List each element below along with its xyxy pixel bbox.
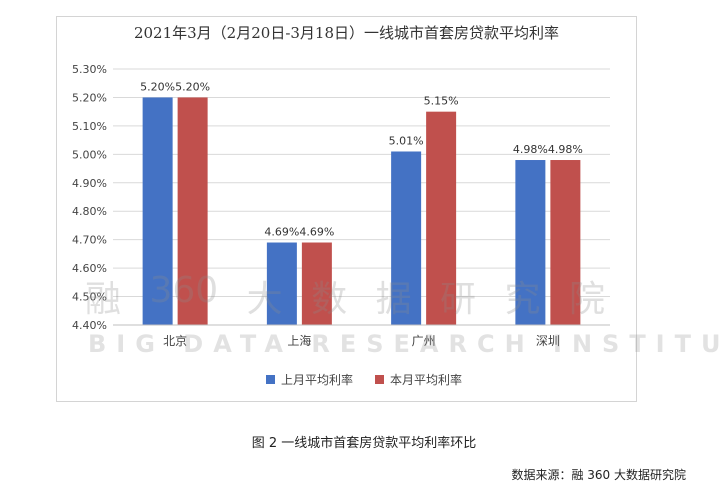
x-tick-label: 广州 [412, 334, 436, 348]
data-label: 4.98% [513, 143, 548, 156]
data-label: 5.20% [175, 80, 210, 93]
legend-swatch-prev [265, 375, 275, 384]
x-tick-label: 北京 [163, 334, 187, 348]
y-tick-label: 5.20% [72, 91, 107, 104]
y-tick-label: 4.60% [72, 262, 107, 275]
bar [301, 242, 332, 325]
y-tick-label: 4.50% [72, 291, 107, 304]
data-label: 4.69% [264, 226, 299, 239]
legend-item-prev-month: 上月平均利率 [265, 371, 353, 388]
y-tick-label: 5.10% [72, 120, 107, 133]
bar [426, 111, 457, 326]
data-label: 5.15% [424, 95, 459, 108]
bar [266, 242, 297, 325]
legend-label-prev: 上月平均利率 [280, 373, 353, 387]
legend-item-this-month: 本月平均利率 [375, 371, 462, 388]
data-label: 5.20% [140, 80, 175, 93]
bar [391, 151, 422, 325]
y-tick-label: 4.90% [72, 177, 107, 190]
bar [142, 97, 173, 325]
y-tick-label: 4.70% [72, 234, 107, 247]
chart-legend: 上月平均利率 本月平均利率 [0, 371, 728, 388]
x-tick-label: 深圳 [536, 334, 560, 348]
bar [550, 160, 581, 325]
y-tick-label: 5.00% [72, 148, 107, 161]
legend-swatch-this [375, 375, 384, 384]
y-tick-label: 4.80% [72, 205, 107, 218]
data-label: 4.98% [548, 143, 583, 156]
chart-title: 2021年3月（2月20日-3月18日）一线城市首套房贷款平均利率 [133, 24, 560, 42]
data-source: 数据来源：融 360 大数据研究院 [511, 468, 686, 482]
figure-caption: 图 2 一线城市首套房贷款平均利率环比 [251, 436, 477, 451]
data-label: 4.69% [299, 226, 334, 239]
y-tick-label: 4.40% [72, 319, 107, 332]
data-label: 5.01% [389, 134, 424, 147]
legend-label-this: 本月平均利率 [390, 373, 463, 387]
x-tick-label: 上海 [287, 333, 311, 348]
y-tick-label: 5.30% [72, 63, 107, 76]
bar [515, 160, 546, 325]
bar [177, 97, 208, 325]
